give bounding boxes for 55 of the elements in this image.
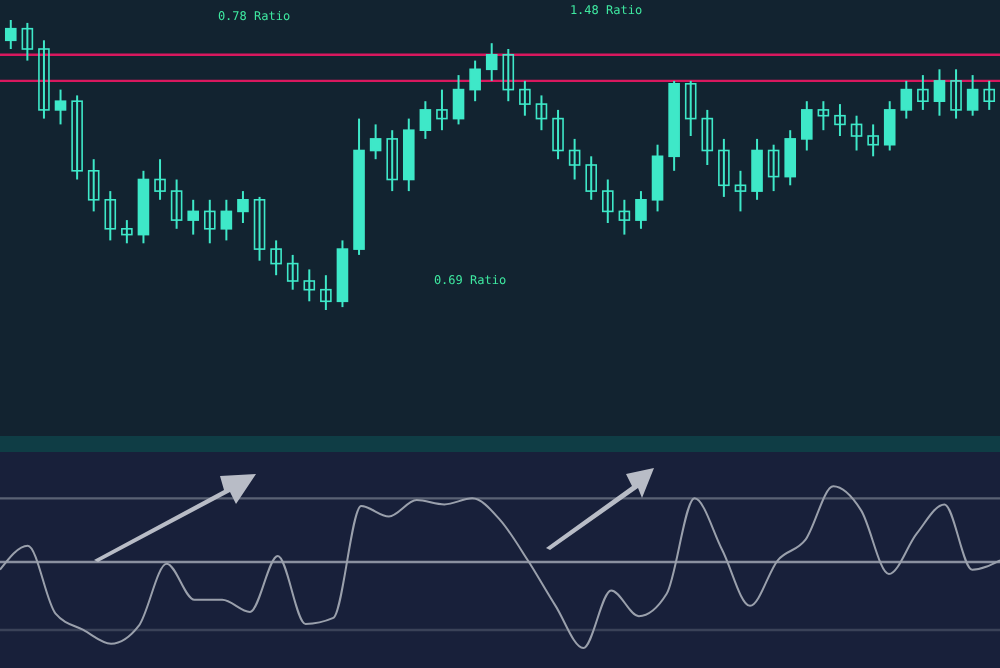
candlestick	[38, 39, 50, 120]
candlestick	[784, 129, 797, 187]
candlestick	[320, 274, 332, 311]
candlestick	[187, 198, 200, 236]
candlestick	[104, 190, 117, 242]
candlestick	[817, 100, 830, 132]
candlestick	[535, 94, 548, 132]
candlestick	[983, 79, 996, 111]
candlestick	[834, 103, 846, 137]
candlestick	[917, 74, 929, 111]
candlestick	[4, 19, 17, 50]
candlestick	[270, 239, 282, 277]
candlestick	[850, 114, 863, 152]
candlestick	[71, 94, 83, 181]
candlestick	[452, 74, 465, 126]
candlestick	[933, 68, 946, 117]
candlestick	[386, 129, 399, 193]
candlestick	[552, 108, 564, 161]
candlestick	[883, 100, 896, 152]
candlestick	[369, 123, 382, 161]
candlestick	[635, 190, 647, 230]
candlestick	[303, 268, 316, 303]
candlestick	[751, 137, 763, 201]
candlestick	[502, 48, 515, 103]
candlestick	[601, 178, 614, 224]
candlestick	[701, 108, 714, 166]
candlestick	[21, 21, 34, 62]
candlestick	[54, 88, 67, 126]
candlestick	[87, 158, 100, 213]
candlestick	[253, 195, 266, 262]
candlestick	[801, 100, 813, 152]
candlestick	[519, 79, 531, 117]
candlestick	[154, 158, 166, 201]
candlestick	[419, 100, 432, 140]
candlestick	[237, 190, 249, 224]
candlestick	[436, 88, 448, 132]
candlestick	[585, 155, 598, 201]
candlestick	[485, 42, 498, 82]
candlestick	[900, 79, 913, 120]
candlestick	[203, 198, 216, 245]
candlestick	[734, 169, 747, 213]
candlestick	[170, 178, 183, 230]
candlestick	[220, 198, 233, 242]
candlestick	[718, 137, 730, 198]
candlestick	[966, 74, 979, 117]
candlestick	[618, 198, 631, 236]
candlestick	[651, 143, 664, 213]
candlestick	[684, 79, 697, 137]
candlestick	[767, 143, 780, 193]
candlestick	[950, 68, 962, 120]
candlestick	[867, 123, 879, 158]
candlestick	[286, 253, 299, 291]
candlestick	[568, 137, 581, 181]
candlestick	[121, 219, 133, 245]
candlestick	[469, 59, 481, 103]
